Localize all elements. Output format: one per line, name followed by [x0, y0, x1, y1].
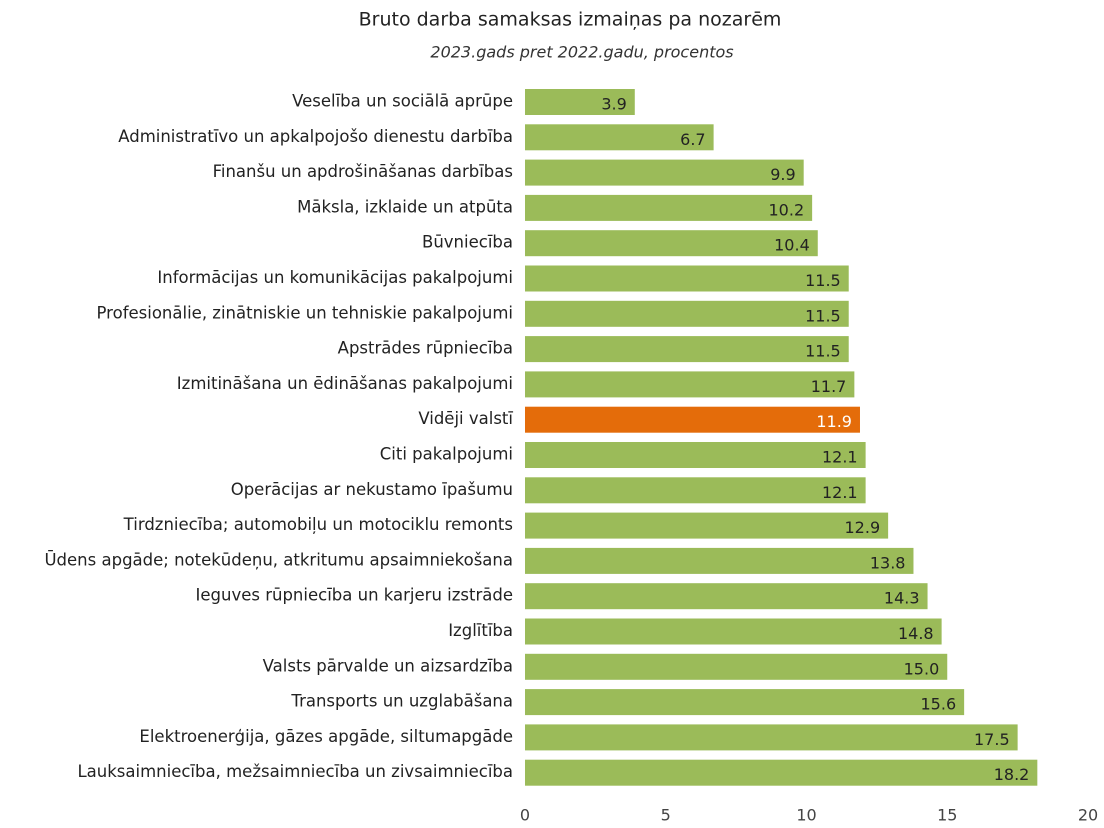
- category-label: Vidēji valstī: [418, 409, 513, 428]
- bar: [525, 336, 849, 363]
- bar: [525, 406, 860, 433]
- data-label: 12.1: [822, 448, 858, 467]
- chart-subtitle: 2023.gads pret 2022.gadu, procentos: [430, 43, 733, 62]
- x-tick-label: 20: [1078, 806, 1098, 825]
- data-label: 17.5: [974, 730, 1010, 749]
- category-label: Elektroenerģija, gāzes apgāde, siltumapg…: [139, 727, 513, 746]
- data-label: 18.2: [994, 765, 1030, 784]
- bar: [525, 265, 849, 292]
- chart-title: Bruto darba samaksas izmaiņas pa nozarēm: [359, 9, 782, 31]
- data-label: 14.3: [884, 589, 920, 608]
- bar: [525, 583, 928, 610]
- data-label: 13.8: [870, 553, 906, 572]
- bar: [525, 724, 1018, 751]
- category-label: Izglītība: [448, 621, 513, 640]
- data-label: 12.9: [845, 518, 881, 537]
- x-tick-label: 5: [661, 806, 671, 825]
- category-label: Finanšu un apdrošināšanas darbības: [213, 162, 513, 181]
- bar: [525, 124, 714, 151]
- category-label: Ieguves rūpniecība un karjeru izstrāde: [196, 586, 513, 605]
- bar: [525, 230, 818, 257]
- category-label: Informācijas un komunikācijas pakalpojum…: [157, 268, 513, 287]
- category-label: Operācijas ar nekustamo īpašumu: [231, 480, 513, 499]
- x-tick-label: 15: [937, 806, 957, 825]
- bar: [525, 159, 804, 186]
- category-label: Tirdzniecība; automobiļu un motociklu re…: [123, 515, 513, 534]
- data-label: 11.9: [816, 412, 852, 431]
- category-label: Citi pakalpojumi: [380, 445, 513, 464]
- bar: [525, 477, 866, 504]
- data-label: 9.9: [770, 165, 795, 184]
- bar: [525, 300, 849, 327]
- data-label: 3.9: [601, 95, 626, 114]
- category-label: Lauksaimniecība, mežsaimniecība un zivsa…: [77, 762, 513, 781]
- x-tick-label: 0: [520, 806, 530, 825]
- data-label: 12.1: [822, 483, 858, 502]
- bar: [525, 371, 855, 398]
- data-label: 15.0: [904, 659, 940, 678]
- bar: [525, 194, 813, 221]
- bar: [525, 442, 866, 468]
- bar: [525, 759, 1038, 786]
- bar: [525, 689, 965, 716]
- bar: [525, 512, 889, 539]
- data-label: 14.8: [898, 624, 934, 643]
- category-label: Izmitināšana un ēdināšanas pakalpojumi: [177, 374, 513, 393]
- data-label: 11.7: [811, 377, 847, 396]
- data-label: 11.5: [805, 271, 841, 290]
- bar: [525, 89, 635, 115]
- data-label: 6.7: [680, 130, 705, 149]
- data-label: 11.5: [805, 306, 841, 325]
- data-label: 15.6: [921, 695, 957, 714]
- data-label: 10.2: [769, 200, 805, 219]
- category-label: Māksla, izklaide un atpūta: [297, 197, 513, 216]
- category-label: Būvniecība: [422, 233, 513, 252]
- category-label: Apstrādes rūpniecība: [338, 339, 513, 358]
- category-label: Transports un uzglabāšana: [290, 692, 513, 711]
- data-label: 10.4: [774, 236, 810, 255]
- bar: [525, 653, 948, 680]
- x-tick-label: 10: [796, 806, 816, 825]
- bar: [525, 618, 942, 645]
- category-label: Valsts pārvalde un aizsardzība: [263, 656, 513, 675]
- category-label: Administratīvo un apkalpojošo dienestu d…: [118, 127, 513, 146]
- category-label: Veselība un sociālā aprūpe: [292, 92, 513, 111]
- data-label: 11.5: [805, 342, 841, 361]
- bar: [525, 547, 914, 574]
- category-label: Profesionālie, zinātniskie un tehniskie …: [97, 303, 513, 322]
- category-label: Ūdens apgāde; notekūdeņu, atkritumu apsa…: [44, 550, 513, 569]
